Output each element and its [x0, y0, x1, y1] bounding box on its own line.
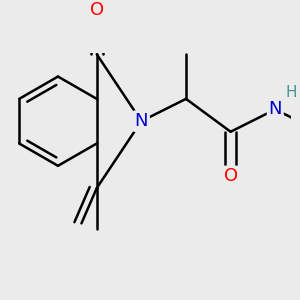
Text: H: H — [286, 85, 297, 100]
Text: O: O — [224, 167, 238, 185]
Text: N: N — [268, 100, 282, 118]
Text: O: O — [90, 1, 104, 19]
Text: N: N — [135, 112, 148, 130]
